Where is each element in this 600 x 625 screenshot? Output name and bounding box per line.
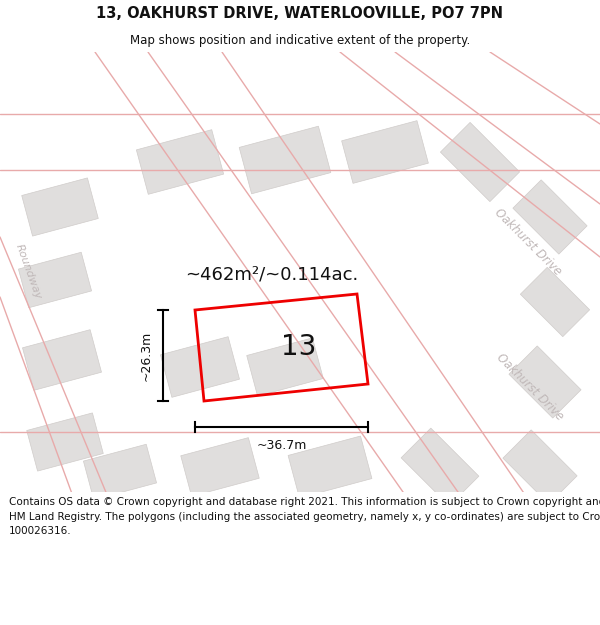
Polygon shape	[247, 338, 323, 396]
Polygon shape	[520, 268, 590, 337]
Text: Oakhurst Drive: Oakhurst Drive	[492, 206, 564, 278]
Text: Oakhurst Drive: Oakhurst Drive	[494, 351, 566, 423]
Text: ~462m²/~0.114ac.: ~462m²/~0.114ac.	[185, 265, 358, 283]
Text: Contains OS data © Crown copyright and database right 2021. This information is : Contains OS data © Crown copyright and d…	[9, 498, 600, 536]
Polygon shape	[181, 438, 259, 496]
Polygon shape	[83, 444, 157, 500]
Polygon shape	[136, 130, 224, 194]
Polygon shape	[503, 430, 577, 504]
Polygon shape	[239, 126, 331, 194]
Text: ~26.3m: ~26.3m	[140, 331, 153, 381]
Polygon shape	[440, 122, 520, 202]
Polygon shape	[341, 121, 428, 183]
Polygon shape	[401, 428, 479, 506]
Polygon shape	[509, 346, 581, 418]
Polygon shape	[513, 180, 587, 254]
Polygon shape	[160, 337, 239, 398]
Polygon shape	[22, 330, 101, 390]
Text: 13, OAKHURST DRIVE, WATERLOOVILLE, PO7 7PN: 13, OAKHURST DRIVE, WATERLOOVILLE, PO7 7…	[97, 6, 503, 21]
Text: 13: 13	[281, 333, 317, 361]
Text: Roundway: Roundway	[13, 243, 43, 301]
Polygon shape	[288, 436, 372, 498]
Polygon shape	[19, 253, 92, 308]
Polygon shape	[27, 413, 103, 471]
Text: ~36.7m: ~36.7m	[256, 439, 307, 452]
Text: Map shows position and indicative extent of the property.: Map shows position and indicative extent…	[130, 34, 470, 47]
Polygon shape	[22, 178, 98, 236]
